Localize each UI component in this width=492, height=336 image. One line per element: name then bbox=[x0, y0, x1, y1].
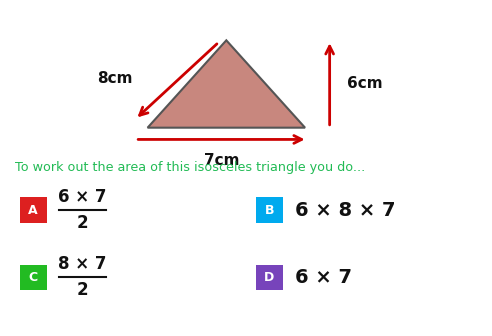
Text: 6cm: 6cm bbox=[347, 77, 382, 91]
Text: D: D bbox=[264, 271, 275, 284]
Text: 6 × 7: 6 × 7 bbox=[58, 188, 107, 206]
FancyBboxPatch shape bbox=[20, 197, 47, 222]
Text: To work out the area of this isosceles triangle you do...: To work out the area of this isosceles t… bbox=[15, 162, 365, 174]
Text: 2: 2 bbox=[77, 214, 88, 232]
Text: B: B bbox=[265, 204, 274, 216]
FancyBboxPatch shape bbox=[20, 265, 47, 290]
Text: C: C bbox=[29, 271, 38, 284]
Text: 7cm: 7cm bbox=[204, 153, 239, 168]
Text: 8cm: 8cm bbox=[97, 72, 133, 86]
Text: 2: 2 bbox=[77, 281, 88, 299]
Text: 6 × 8 × 7: 6 × 8 × 7 bbox=[295, 201, 396, 219]
FancyBboxPatch shape bbox=[256, 197, 283, 222]
Text: 6 × 7: 6 × 7 bbox=[295, 268, 352, 287]
FancyBboxPatch shape bbox=[256, 265, 283, 290]
Text: A: A bbox=[29, 204, 38, 216]
Text: 8 × 7: 8 × 7 bbox=[58, 255, 107, 274]
Polygon shape bbox=[148, 40, 305, 128]
